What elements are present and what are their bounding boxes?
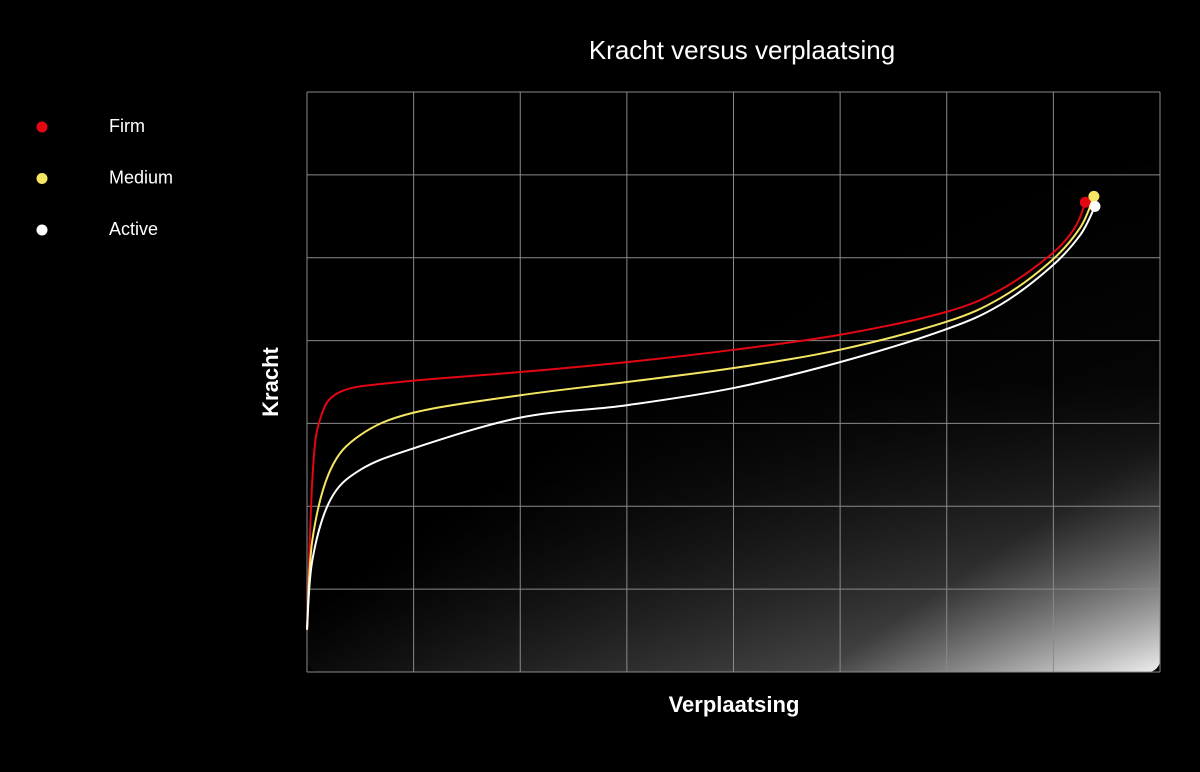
legend-marker [36,173,48,184]
legend-label: Active [109,219,158,239]
series-line [306,201,1087,630]
chart-title: Kracht versus verplaatsing [589,35,895,65]
series-line [306,205,1096,630]
y-axis-label: Kracht [258,346,283,416]
x-axis-label: Verplaatsing [669,692,800,717]
series-line [306,195,1095,630]
end-point [1088,190,1100,202]
legend-label: Firm [109,116,145,136]
legend-marker [36,224,48,236]
end-point [1079,196,1091,208]
legend-marker [36,121,48,133]
legend-label: Medium [109,167,173,187]
end-point [1089,200,1101,212]
